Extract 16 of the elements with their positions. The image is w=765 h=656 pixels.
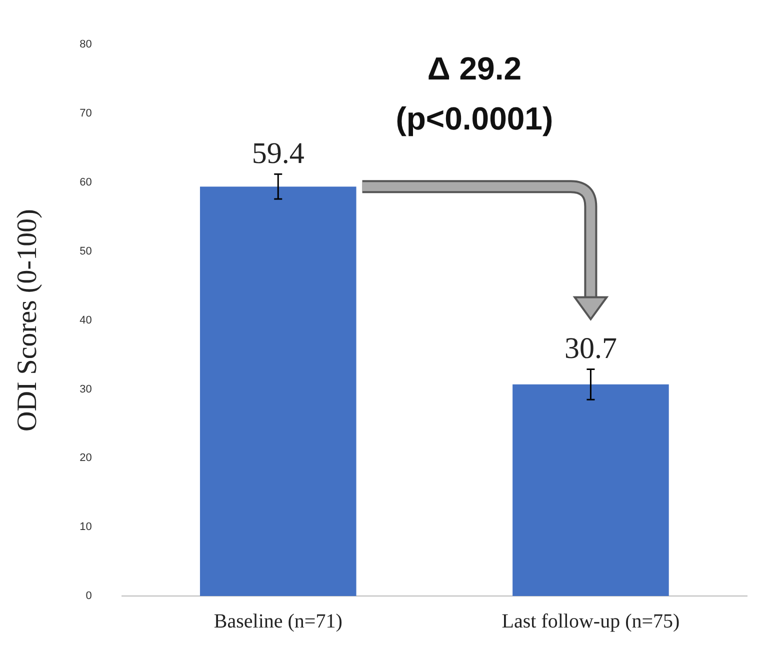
y-axis-title: ODI Scores (0-100) — [12, 209, 44, 432]
y-tick-label: 30 — [80, 383, 92, 396]
data-label: 30.7 — [564, 332, 617, 366]
y-tick-label: 10 — [80, 521, 92, 534]
y-tick-label: 60 — [80, 176, 92, 188]
y-tick-label: 40 — [80, 314, 92, 326]
y-tick-label: 20 — [80, 452, 92, 464]
y-tick-label: 80 — [80, 38, 92, 51]
x-tick-label: Baseline (n=71) — [214, 610, 342, 632]
y-tick-label: 70 — [80, 108, 92, 120]
x-tick-label: Last follow-up (n=75) — [502, 610, 680, 632]
annotation: Δ 29.2 — [427, 50, 522, 86]
data-label: 59.4 — [252, 137, 304, 170]
annotation: (p<0.0001) — [396, 100, 554, 136]
y-tick-label: 50 — [80, 245, 92, 258]
y-tick-label: 0 — [86, 590, 92, 602]
